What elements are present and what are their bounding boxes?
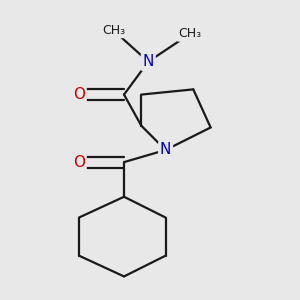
Text: CH₃: CH₃ (102, 24, 125, 37)
Text: CH₃: CH₃ (178, 28, 201, 40)
Text: N: N (160, 142, 171, 158)
Text: O: O (73, 154, 85, 169)
Text: O: O (73, 87, 85, 102)
Text: N: N (142, 54, 154, 69)
